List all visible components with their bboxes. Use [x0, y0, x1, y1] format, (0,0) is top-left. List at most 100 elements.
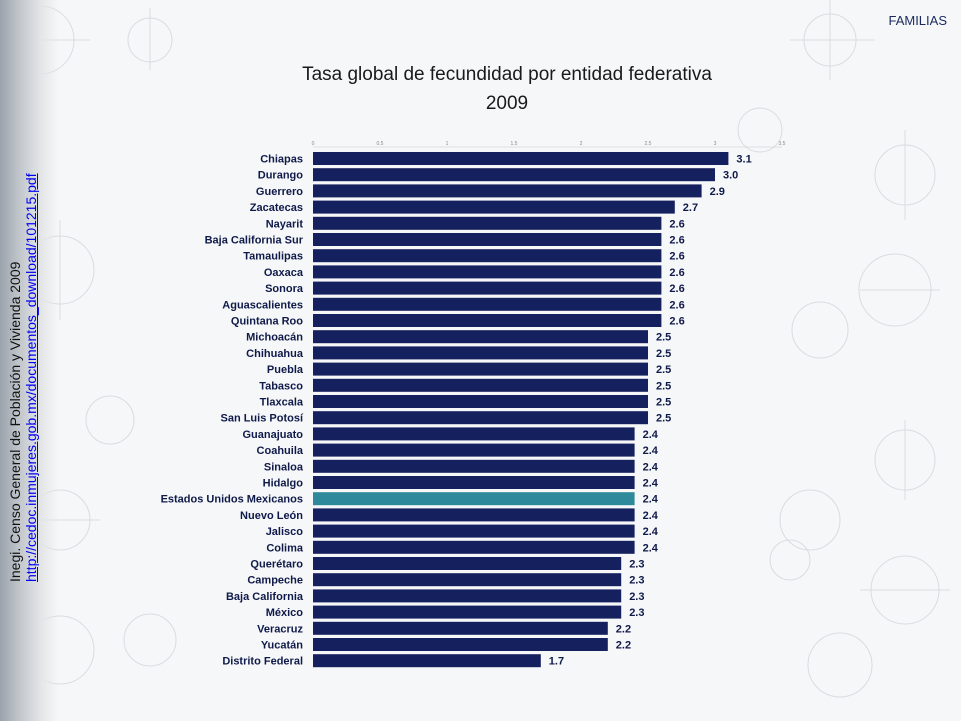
x-tick-label: 0.5	[377, 141, 384, 147]
bar	[313, 184, 702, 198]
category-label: Quintana Roo	[231, 316, 303, 328]
value-label: 2.5	[656, 332, 671, 344]
value-label: 2.4	[643, 461, 659, 473]
category-label: Guanajuato	[242, 429, 303, 441]
category-label: Guerrero	[256, 186, 303, 198]
bar	[313, 524, 635, 538]
value-label: 2.2	[616, 623, 631, 635]
value-label: 2.9	[710, 186, 725, 198]
value-label: 2.3	[629, 607, 644, 619]
x-tick-label: 1	[446, 141, 449, 147]
value-label: 2.4	[643, 429, 659, 441]
category-label: Durango	[258, 170, 304, 182]
category-label: Tamaulipas	[243, 251, 303, 263]
category-label: Chiapas	[260, 154, 303, 166]
x-tick-label: 1.5	[511, 141, 518, 147]
bar	[313, 459, 635, 473]
bar	[313, 411, 648, 425]
category-label: Aguascalientes	[222, 299, 303, 311]
section-label: FAMILIAS	[888, 13, 947, 28]
value-label: 2.2	[616, 640, 631, 652]
category-label: Colima	[266, 542, 304, 554]
bar	[313, 378, 648, 392]
value-label: 2.3	[629, 575, 644, 587]
category-label: Querétaro	[250, 559, 303, 571]
value-label: 2.5	[656, 348, 671, 360]
bar	[313, 362, 648, 376]
category-label: Coahuila	[257, 445, 304, 457]
bar	[313, 621, 608, 635]
bar	[313, 297, 662, 311]
bar	[313, 233, 662, 246]
x-tick-label: 3.5	[779, 141, 786, 147]
value-label: 2.4	[643, 510, 659, 522]
value-label: 2.6	[669, 316, 684, 328]
bar	[313, 508, 635, 522]
bar	[313, 330, 648, 344]
chart-title: Tasa global de fecundidad por entidad fe…	[302, 64, 712, 85]
category-label: Chihuahua	[246, 348, 304, 360]
value-label: 2.3	[629, 559, 644, 571]
value-label: 3.0	[723, 170, 738, 182]
category-label: Tabasco	[259, 380, 303, 392]
category-label: Veracruz	[257, 623, 303, 635]
value-label: 2.4	[643, 445, 659, 457]
category-label: México	[266, 607, 304, 619]
bar	[313, 443, 635, 457]
value-label: 2.6	[669, 267, 684, 279]
bar	[313, 573, 622, 587]
value-label: 1.7	[549, 656, 564, 668]
category-label: Jalisco	[266, 526, 304, 538]
category-label: Sinaloa	[264, 461, 304, 473]
category-label: Puebla	[267, 364, 304, 376]
bar	[313, 314, 662, 327]
bar	[313, 395, 648, 408]
value-label: 2.4	[643, 494, 659, 506]
bar	[313, 638, 608, 651]
x-tick-label: 2.5	[645, 141, 652, 147]
category-label: San Luis Potosí	[220, 413, 303, 425]
value-label: 2.5	[656, 397, 671, 409]
value-label: 2.6	[669, 251, 684, 263]
category-label: Sonora	[265, 283, 304, 295]
category-label: Michoacán	[246, 332, 303, 344]
chart-subtitle: 2009	[485, 93, 529, 114]
category-label: Nuevo León	[240, 510, 303, 522]
category-label: Baja California Sur	[205, 235, 304, 247]
category-label: Campeche	[247, 575, 303, 587]
value-label: 2.6	[669, 299, 684, 311]
bar	[313, 589, 622, 603]
bar	[313, 476, 635, 489]
value-label: 2.4	[643, 478, 659, 490]
bar	[313, 346, 648, 360]
value-label: 2.6	[669, 283, 684, 295]
bar	[313, 249, 662, 263]
bar	[313, 265, 662, 279]
category-label: Estados Unidos Mexicanos	[161, 494, 303, 506]
bar	[313, 200, 675, 214]
value-label: 2.7	[683, 202, 698, 214]
value-label: 2.6	[669, 235, 684, 247]
value-label: 2.6	[669, 218, 684, 230]
value-label: 2.4	[643, 526, 659, 538]
value-label: 2.5	[656, 380, 671, 392]
value-label: 2.3	[629, 591, 644, 603]
value-label: 2.4	[643, 542, 659, 554]
x-tick-label: 3	[714, 141, 717, 147]
bar	[313, 540, 635, 554]
category-label: Nayarit	[266, 218, 304, 230]
bar	[313, 216, 662, 230]
category-label: Hidalgo	[263, 478, 304, 490]
category-label: Zacatecas	[250, 202, 303, 214]
category-label: Oaxaca	[264, 267, 304, 279]
bar	[313, 492, 635, 506]
value-label: 3.1	[736, 154, 751, 166]
bar	[313, 654, 541, 668]
x-tick-label: 2	[580, 141, 583, 147]
bar	[313, 427, 635, 441]
bar	[313, 605, 622, 619]
bar	[313, 281, 662, 295]
category-label: Tlaxcala	[260, 397, 304, 409]
